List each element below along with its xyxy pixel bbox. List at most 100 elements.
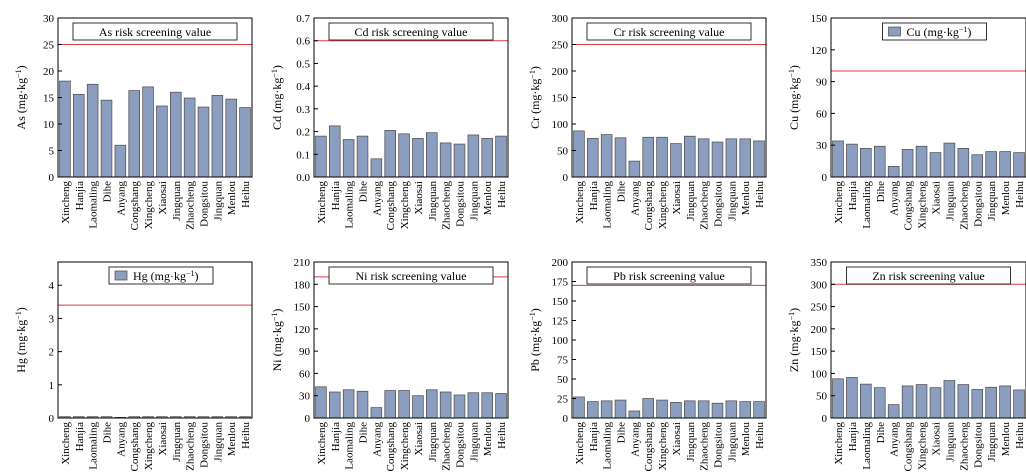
cd-bar-0 xyxy=(315,135,327,178)
pb-bar-0 xyxy=(573,396,585,419)
pb-y-axis-label: Pb (mg·kg−1) xyxy=(528,308,543,372)
cd-bar-2 xyxy=(342,139,355,178)
ni-y-tick-label: 150 xyxy=(294,302,311,314)
zn-y-tick-label: 0 xyxy=(822,413,828,425)
ni-y-tick-label: 90 xyxy=(299,346,311,358)
ni-y-axis-label: Ni (mg·kg−1) xyxy=(270,309,285,372)
pb-y-tick-label: 150 xyxy=(552,296,569,308)
cd-bar-10 xyxy=(453,143,466,178)
ni-x-label-0: Xincheng xyxy=(316,422,328,465)
pb-bar-8 xyxy=(684,400,696,419)
cr-bar-13 xyxy=(753,140,765,178)
cr-x-label-12: Menlou xyxy=(740,181,752,216)
cr-y-tick-label: 100 xyxy=(552,119,569,131)
as-x-label-6: Xingcheng xyxy=(143,181,155,230)
zn-bar-0 xyxy=(832,378,844,419)
cd-y-tick-label: 0.6 xyxy=(296,36,310,48)
ni-y-tick-label: 60 xyxy=(299,368,311,380)
cd-bar-4 xyxy=(370,158,383,178)
pb-bar-10 xyxy=(711,402,724,419)
cu-legend-box xyxy=(882,22,987,41)
cu-x-label-4: Anyang xyxy=(889,181,901,216)
cd-x-label-4: Anyang xyxy=(371,181,383,216)
cu-bar-13 xyxy=(1013,152,1025,178)
zn-plot-frame xyxy=(830,261,1026,419)
pb-y-tick-label: 125 xyxy=(552,316,569,328)
as-bar-1 xyxy=(73,93,85,178)
ni-bar-5 xyxy=(384,390,396,419)
ni-y-tick-label: 0 xyxy=(305,413,311,425)
hg-x-label-3: Dihe xyxy=(102,422,114,444)
cr-x-label-2: Laomaling xyxy=(602,181,614,229)
ni-x-label-6: Xingcheng xyxy=(399,422,411,471)
pb-bar-1 xyxy=(587,401,599,419)
as-y-tick-label: 25 xyxy=(43,40,55,52)
ni-legend-box xyxy=(328,266,494,285)
cd-bar-9 xyxy=(439,142,452,178)
hg-x-label-1: Hanjia xyxy=(74,422,86,451)
hg-x-label-6: Xingcheng xyxy=(143,422,155,471)
cu-bar-10 xyxy=(971,154,984,178)
cr-y-tick-label: 0 xyxy=(563,172,569,184)
hg-x-label-13: Heihu xyxy=(240,422,252,449)
cr-x-label-1: Hanjia xyxy=(588,181,600,210)
ni-x-label-3: Dihe xyxy=(358,422,370,444)
ni-y-tick-label: 120 xyxy=(294,324,311,336)
ni-x-label-12: Menlou xyxy=(482,422,494,457)
pb-bar-5 xyxy=(642,398,654,419)
as-bar-5 xyxy=(128,90,140,178)
pb-x-label-11: Jingquan xyxy=(726,422,738,462)
pb-bar-13 xyxy=(753,401,765,419)
cr-bar-1 xyxy=(587,137,599,178)
pb-y-tick-label: 200 xyxy=(552,257,569,269)
hg-x-label-7: Xiaosai xyxy=(157,422,169,456)
cr-x-label-11: Jingquan xyxy=(726,181,738,221)
cd-bar-3 xyxy=(356,135,369,178)
pb-x-label-9: Zhaocheng xyxy=(699,422,711,471)
cu-y-tick-label: 90 xyxy=(816,77,828,89)
cd-bar-1 xyxy=(329,125,341,178)
hg-y-tick-label: 1 xyxy=(49,380,55,392)
cr-bar-10 xyxy=(711,141,724,178)
cu-y-tick-label: 120 xyxy=(811,45,828,57)
zn-x-label-6: Xingcheng xyxy=(917,422,929,471)
zn-bar-5 xyxy=(901,385,914,419)
ni-bar-2 xyxy=(342,389,355,419)
cu-x-label-1: Hanjia xyxy=(847,181,859,210)
cr-bar-7 xyxy=(670,143,682,178)
cu-x-label-9: Zhaocheng xyxy=(958,181,970,230)
cd-plot-frame xyxy=(313,17,509,178)
zn-bar-8 xyxy=(943,380,956,419)
cu-plot-frame xyxy=(830,17,1026,178)
cu-x-label-3: Dihe xyxy=(875,181,887,203)
cd-y-tick-label: 0.2 xyxy=(296,127,310,139)
pb-y-tick-label: 50 xyxy=(557,374,569,386)
as-bar-8 xyxy=(170,91,182,178)
cu-legend-swatch xyxy=(888,26,901,37)
cd-x-label-10: Dongsitou xyxy=(455,181,467,227)
cr-x-label-10: Dongsitou xyxy=(713,181,725,227)
as-bar-11 xyxy=(211,95,224,178)
cu-bar-1 xyxy=(846,143,858,178)
cu-x-label-6: Xingcheng xyxy=(917,181,929,230)
chart-pb: 0 25 50 75 100 125 150 175 200 Xincheng Hanjia Laom… xyxy=(528,257,767,472)
cd-bar-11 xyxy=(467,134,480,178)
pb-bar-4 xyxy=(628,410,641,419)
cd-x-label-12: Menlou xyxy=(482,181,494,216)
as-x-label-11: Jingquan xyxy=(212,181,224,221)
cu-x-label-12: Menlou xyxy=(1000,181,1012,216)
zn-bar-10 xyxy=(971,389,984,419)
cu-bar-0 xyxy=(832,140,844,178)
cu-x-label-5: Congshang xyxy=(903,181,915,231)
cu-bar-2 xyxy=(860,148,872,178)
cr-x-label-9: Zhaocheng xyxy=(699,181,711,230)
hg-x-label-9: Zhaocheng xyxy=(185,422,197,471)
pb-x-label-5: Congshang xyxy=(643,422,655,472)
hg-y-tick-label: 0 xyxy=(49,413,55,425)
pb-x-label-13: Heihu xyxy=(754,422,766,449)
cr-y-tick-label: 150 xyxy=(552,93,569,105)
as-y-tick-label: 20 xyxy=(43,66,55,78)
ni-bar-13 xyxy=(495,393,507,419)
as-legend-label: As risk screening value xyxy=(99,25,211,39)
cu-bar-9 xyxy=(957,148,970,178)
